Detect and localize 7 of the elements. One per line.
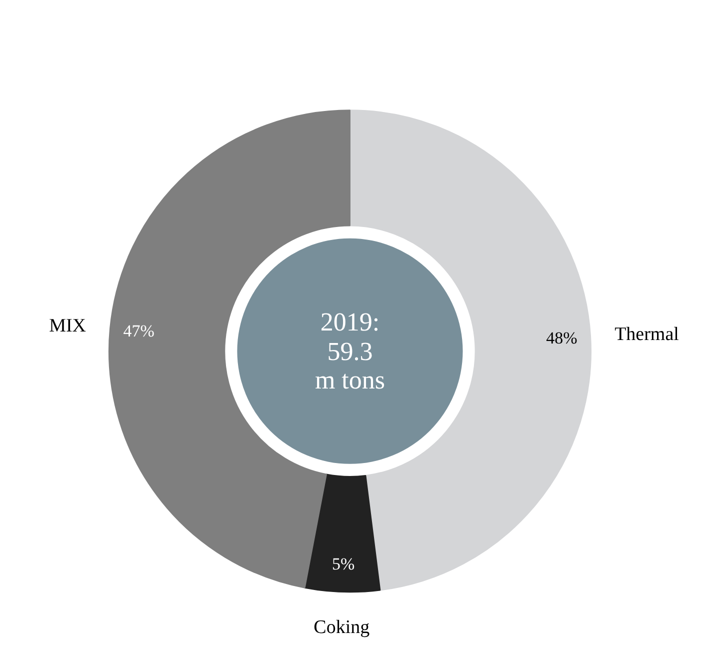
slice-label: Coking bbox=[314, 617, 370, 638]
slice-label: Thermal bbox=[614, 324, 679, 345]
slice-label: MIX bbox=[49, 316, 86, 337]
text: 2019: 59.3 m tons bbox=[314, 308, 386, 395]
data-label: 47% bbox=[123, 322, 154, 341]
data-label: 5% bbox=[332, 554, 355, 574]
data-label: 48% bbox=[546, 328, 578, 348]
